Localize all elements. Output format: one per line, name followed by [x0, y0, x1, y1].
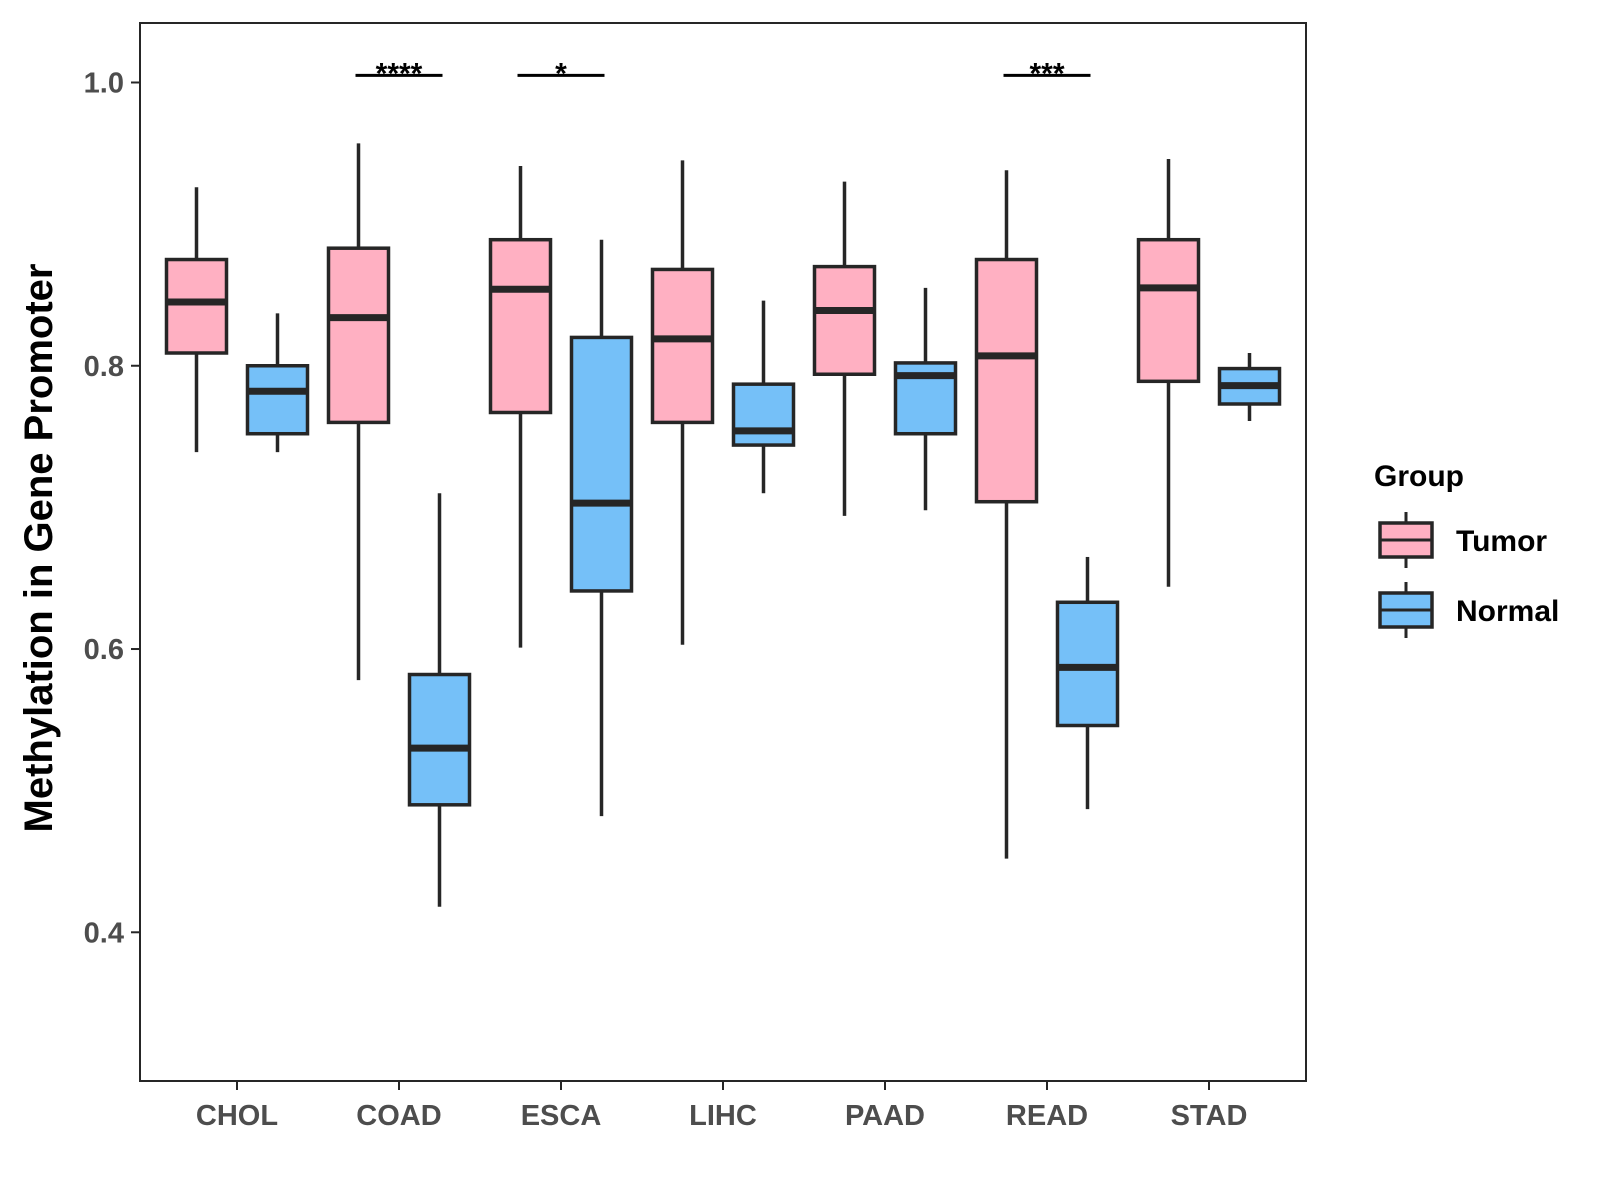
- x-tick-label: LIHC: [689, 1100, 757, 1132]
- box-normal-esca: [569, 239, 634, 817]
- legend-title: Group: [1374, 460, 1464, 493]
- box-normal-coad: [407, 493, 472, 907]
- significance-read: ***: [1003, 57, 1091, 90]
- box-normal-read: [1055, 556, 1120, 810]
- legend: Group Tumor Normal: [1374, 460, 1559, 638]
- box-iqr: [569, 335, 634, 593]
- y-tick-label: 0.4: [84, 917, 124, 949]
- box-iqr: [731, 382, 796, 447]
- x-axis: CHOL COAD ESCA LIHC PAAD READ STAD: [196, 1081, 1247, 1132]
- y-axis-title: Methylation in Gene Promoter: [17, 264, 61, 833]
- box-iqr: [650, 267, 715, 425]
- box-iqr: [488, 237, 553, 415]
- box-iqr: [326, 246, 391, 425]
- x-tick-label: COAD: [356, 1100, 441, 1132]
- box-tumor-coad: [326, 143, 391, 681]
- x-tick-label: STAD: [1171, 1100, 1248, 1132]
- significance-esca: *: [517, 57, 605, 90]
- significance-annotations: **** * ***: [355, 57, 1091, 90]
- box-tumor-esca: [488, 166, 553, 648]
- y-tick-label: 1.0: [84, 67, 124, 99]
- box-iqr: [164, 257, 229, 355]
- y-tick-label: 0.6: [84, 634, 124, 666]
- x-tick-label: ESCA: [521, 1100, 602, 1132]
- box-tumor-lihc: [650, 160, 715, 645]
- box-tumor-paad: [812, 181, 877, 516]
- significance-label: ***: [1029, 57, 1064, 90]
- legend-label: Tumor: [1456, 525, 1547, 558]
- box-tumor-chol: [164, 187, 229, 453]
- x-tick-label: READ: [1006, 1100, 1088, 1132]
- box-iqr: [407, 672, 472, 807]
- box-tumor-stad: [1136, 158, 1201, 587]
- box-normal-stad: [1217, 353, 1282, 421]
- significance-label: *: [555, 57, 567, 90]
- box-normal-paad: [893, 287, 958, 511]
- box-iqr: [1136, 237, 1201, 384]
- box-normal-lihc: [731, 300, 796, 494]
- box-series: [164, 143, 1282, 907]
- box-iqr: [974, 257, 1039, 504]
- significance-label: ****: [376, 57, 423, 90]
- legend-label: Normal: [1456, 595, 1559, 628]
- box-iqr: [245, 364, 310, 436]
- plot-panel-border: [139, 22, 1307, 1082]
- y-axis: 0.4 0.6 0.8 1.0: [84, 67, 140, 949]
- legend-item-tumor: Tumor: [1378, 512, 1547, 568]
- y-tick-label: 0.8: [84, 351, 124, 383]
- box-iqr: [812, 264, 877, 377]
- x-tick-label: CHOL: [196, 1100, 278, 1132]
- legend-item-normal: Normal: [1378, 582, 1559, 638]
- box-iqr: [1055, 600, 1120, 728]
- x-tick-label: PAAD: [845, 1100, 925, 1132]
- box-tumor-read: [974, 170, 1039, 859]
- box-normal-chol: [245, 313, 310, 453]
- significance-coad: ****: [355, 57, 443, 90]
